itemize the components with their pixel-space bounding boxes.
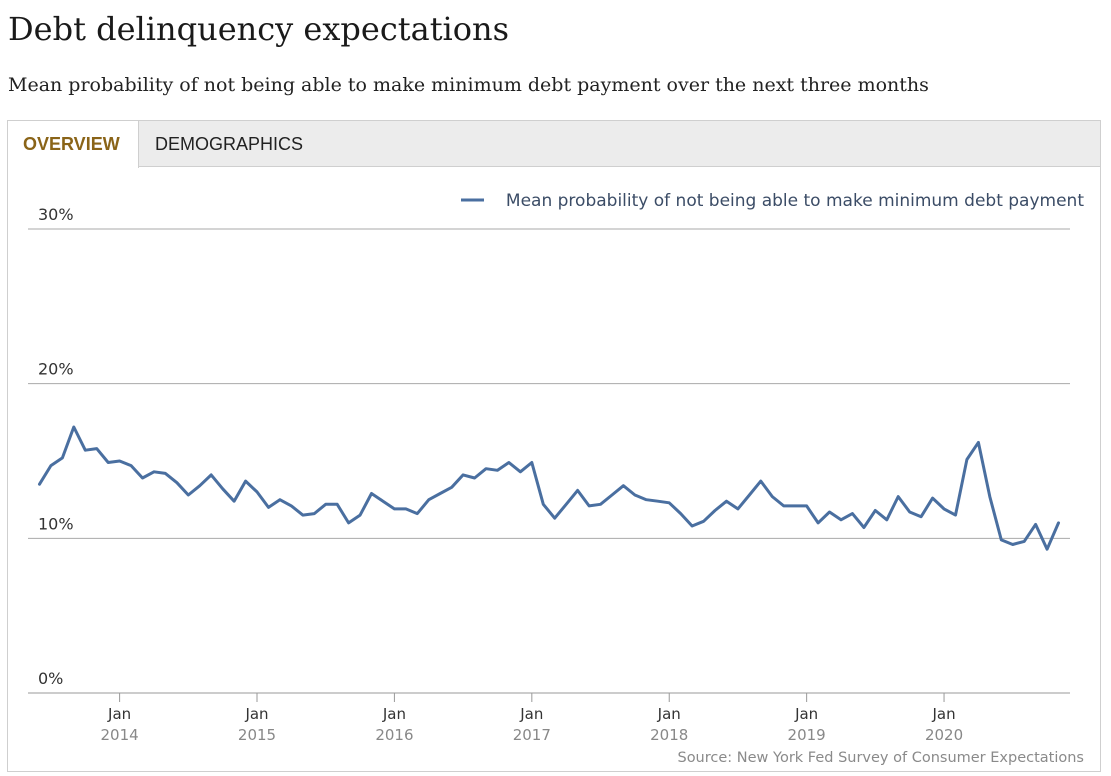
x-tick-month: Jan	[794, 705, 818, 723]
x-tick-month: Jan	[107, 705, 131, 723]
x-tick-month: Jan	[931, 705, 955, 723]
y-tick-label: 30%	[38, 205, 74, 224]
x-tick-month: Jan	[657, 705, 681, 723]
gridlines	[28, 228, 1070, 694]
y-tick-label: 0%	[38, 669, 63, 688]
line-chart: 0% 10% 20% 30% Jan 2014 Jan 2015 Jan 2016 Jan 2017…	[28, 191, 1084, 766]
x-tick-year: 2016	[375, 726, 413, 744]
series-line[interactable]	[38, 425, 1060, 551]
chart-panel: OVERVIEW DEMOGRAPHICS 0% 10% 20% 30% Jan 201…	[7, 120, 1101, 772]
legend-label: Mean probability of not being able to ma…	[506, 191, 1084, 211]
x-tick-year: 2019	[788, 726, 826, 744]
y-axis-ticks: 0% 10% 20% 30%	[38, 205, 74, 688]
x-tick-year: 2014	[101, 726, 139, 744]
series-layer	[38, 425, 1060, 551]
x-tick-month: Jan	[382, 705, 406, 723]
page-title: Debt delinquency expectations	[8, 10, 510, 48]
page-subtitle: Mean probability of not being able to ma…	[8, 74, 929, 96]
x-tick-year: 2017	[513, 726, 551, 744]
x-tick-month: Jan	[244, 705, 268, 723]
x-tick-year: 2020	[925, 726, 963, 744]
y-tick-label: 10%	[38, 514, 74, 533]
tab-bar: OVERVIEW DEMOGRAPHICS	[8, 121, 1100, 168]
tab-demographics[interactable]: DEMOGRAPHICS	[155, 134, 304, 154]
x-tick-year: 2018	[650, 726, 688, 744]
x-tick-month: Jan	[519, 705, 543, 723]
x-tick-year: 2015	[238, 726, 276, 744]
y-tick-label: 20%	[38, 360, 74, 379]
source-note: Source: New York Fed Survey of Consumer …	[677, 750, 1084, 766]
legend[interactable]: Mean probability of not being able to ma…	[461, 191, 1084, 211]
x-axis: Jan 2014 Jan 2015 Jan 2016 Jan 2017 Jan 2018 Jan 20…	[101, 693, 963, 744]
tab-overview[interactable]: OVERVIEW	[8, 121, 139, 168]
